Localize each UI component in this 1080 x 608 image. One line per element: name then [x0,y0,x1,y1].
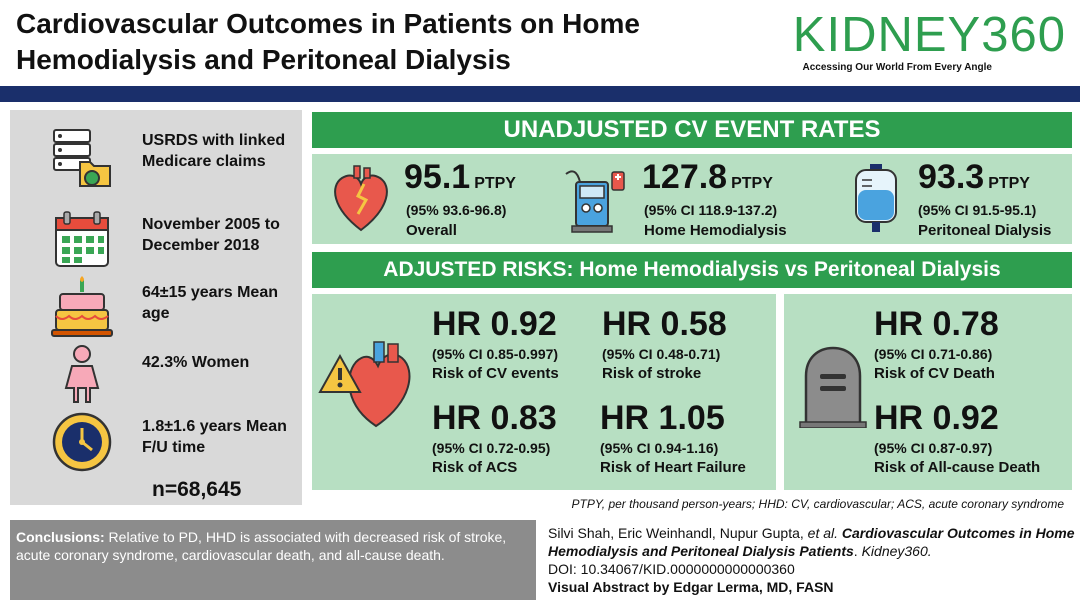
clock-icon [52,412,112,472]
hr-stroke-ci: (95% CI 0.48-0.71) [602,346,721,362]
hr-cv-death: HR 0.78 (95% CI 0.71-0.86) Risk of CV De… [874,304,999,384]
rate-pd-unit: PTPY [988,175,1030,192]
info-women: 42.3% Women [10,342,302,412]
rate-peritoneal-dialysis: 93.3 PTPY (95% CI 91.5-95.1) Peritoneal D… [832,154,1072,244]
rate-overall-number: 95.1 [404,158,471,196]
rate-hhd-number: 127.8 [642,158,728,196]
info-text-mean-age: 64±15 years Mean age [142,284,278,322]
rate-hhd-value: 127.8 PTPY [642,158,773,203]
rate-overall: 95.1 PTPY (95% 93.6-96.8) Overall [312,154,562,244]
hr-heart-failure-value: HR 1.05 [600,399,725,437]
hr-cv-events-label: Risk of CV events [432,365,559,382]
database-folder-icon [53,129,111,187]
iv-bag-icon [855,164,897,232]
hr-stroke-label: Risk of stroke [602,365,702,382]
info-data-source: USRDS with linked Medicare claims [10,126,302,196]
hr-acs: HR 0.83 (95% CI 0.72-0.95) Risk of ACS [432,398,557,478]
hr-heart-failure: HR 1.05 (95% CI 0.94-1.16) Risk of Heart… [600,398,746,478]
adjusted-cv-events-panel: HR 0.92 (95% CI 0.85-0.997) Risk of CV e… [312,294,776,490]
rate-pd-ci: (95% CI 91.5-95.1) [918,202,1037,218]
info-follow-up: 1.8±1.6 years Mean F/U time [10,410,302,480]
hr-acs-ci: (95% CI 0.72-0.95) [432,440,551,456]
rate-overall-ci: (95% 93.6-96.8) [406,202,507,218]
hr-heart-failure-label: Risk of Heart Failure [600,459,746,476]
rate-overall-value: 95.1 PTPY [404,158,516,203]
hr-all-cause-death-ci: (95% CI 0.87-0.97) [874,440,993,456]
hr-all-cause-death-label: Risk of All-cause Death [874,459,1041,476]
journal-tagline: Accessing Our World From Every Angle [802,62,993,73]
info-text-follow-up: 1.8±1.6 years Mean F/U time [142,418,287,456]
hr-acs-label: Risk of ACS [432,459,518,476]
citation-journal: Kidney360. [861,543,932,559]
citation-doi: DOI: 10.34067/KID.0000000000000360 [548,561,795,577]
citation: Silvi Shah, Eric Weinhandl, Nupur Gupta,… [548,524,1076,596]
sample-size: n=68,645 [152,478,242,501]
title-line-1: Cardiovascular Outcomes in Patients on H… [16,8,640,39]
rate-overall-label: Overall [406,222,457,239]
hr-cv-death-value: HR 0.78 [874,305,999,343]
rate-hhd-unit: PTPY [731,175,773,192]
info-study-period: November 2005 to December 2018 [10,208,302,278]
hr-cv-death-ci: (95% CI 0.71-0.86) [874,346,993,362]
citation-reference: Silvi Shah, Eric Weinhandl, Nupur Gupta,… [548,525,1075,559]
info-mean-age: 64±15 years Mean age [10,276,302,346]
citation-etal: et al. [807,525,839,541]
calendar-icon [55,211,109,267]
info-text-study-period: November 2005 to December 2018 [142,216,280,254]
citation-title: Cardiovascular Outcomes in Home Hemodial… [548,525,1075,559]
rate-hhd-ci: (95% CI 118.9-137.2) [644,202,778,218]
page-title: Cardiovascular Outcomes in Patients on H… [16,6,736,78]
hr-stroke: HR 0.58 (95% CI 0.48-0.71) Risk of strok… [602,304,727,384]
conclusions-text: Relative to PD, HHD is associated with d… [16,529,507,563]
hr-stroke-value: HR 0.58 [602,305,727,343]
rate-pd-number: 93.3 [918,158,985,196]
info-text-data-source: USRDS with linked Medicare claims [142,132,286,170]
hr-heart-failure-ci: (95% CI 0.94-1.16) [600,440,719,456]
abbreviations-footnote: PTPY, per thousand person-years; HHD: CV… [571,497,1064,511]
adjusted-banner: ADJUSTED RISKS: Home Hemodialysis vs Per… [312,252,1072,288]
title-line-2: Hemodialysis and Peritoneal Dialysis [16,44,511,75]
rate-home-hemodialysis: 127.8 PTPY (95% CI 118.9-137.2) Home Hemo… [562,154,832,244]
info-text-women: 42.3% Women [142,354,250,371]
adjusted-death-panel: HR 0.78 (95% CI 0.71-0.86) Risk of CV De… [784,294,1072,490]
rate-pd-label: Peritoneal Dialysis [918,222,1052,239]
dialysis-machine-icon [565,170,625,233]
woman-icon [64,345,100,403]
hr-cv-events-value: HR 0.92 [432,305,557,343]
rate-hhd-label: Home Hemodialysis [644,222,787,239]
journal-brand: KIDNEY360 Accessing Our World From Every… [746,8,1066,73]
hr-cv-events: HR 0.92 (95% CI 0.85-0.997) Risk of CV e… [432,304,559,384]
unadjusted-rates-panel: 95.1 PTPY (95% 93.6-96.8) Overall 127.8 PT… [312,154,1072,244]
conclusions-label: Conclusions: [16,529,105,545]
hr-cv-events-ci: (95% CI 0.85-0.997) [432,346,559,362]
broken-heart-icon [334,165,388,232]
header: Cardiovascular Outcomes in Patients on H… [0,0,1080,88]
tombstone-icon [799,346,867,428]
rate-overall-unit: PTPY [474,175,516,192]
birthday-cake-icon [51,276,113,337]
heart-warning-icon [318,341,411,428]
hr-cv-death-label: Risk of CV Death [874,365,995,382]
rate-pd-value: 93.3 PTPY [918,158,1030,203]
hr-all-cause-death-value: HR 0.92 [874,399,999,437]
conclusions-box: Conclusions: Relative to PD, HHD is asso… [10,520,536,600]
hr-all-cause-death: HR 0.92 (95% CI 0.87-0.97) Risk of All-c… [874,398,1040,478]
header-divider-bar [0,86,1080,102]
unadjusted-banner: UNADJUSTED CV EVENT RATES [312,112,1072,148]
citation-authors: Silvi Shah, Eric Weinhandl, Nupur Gupta, [548,525,808,541]
journal-logo: KIDNEY360 [792,8,1066,62]
hr-acs-value: HR 0.83 [432,399,557,437]
study-characteristics-panel: USRDS with linked Medicare claims Novemb… [10,110,302,505]
visual-abstract-credit: Visual Abstract by Edgar Lerma, MD, FASN [548,579,834,595]
